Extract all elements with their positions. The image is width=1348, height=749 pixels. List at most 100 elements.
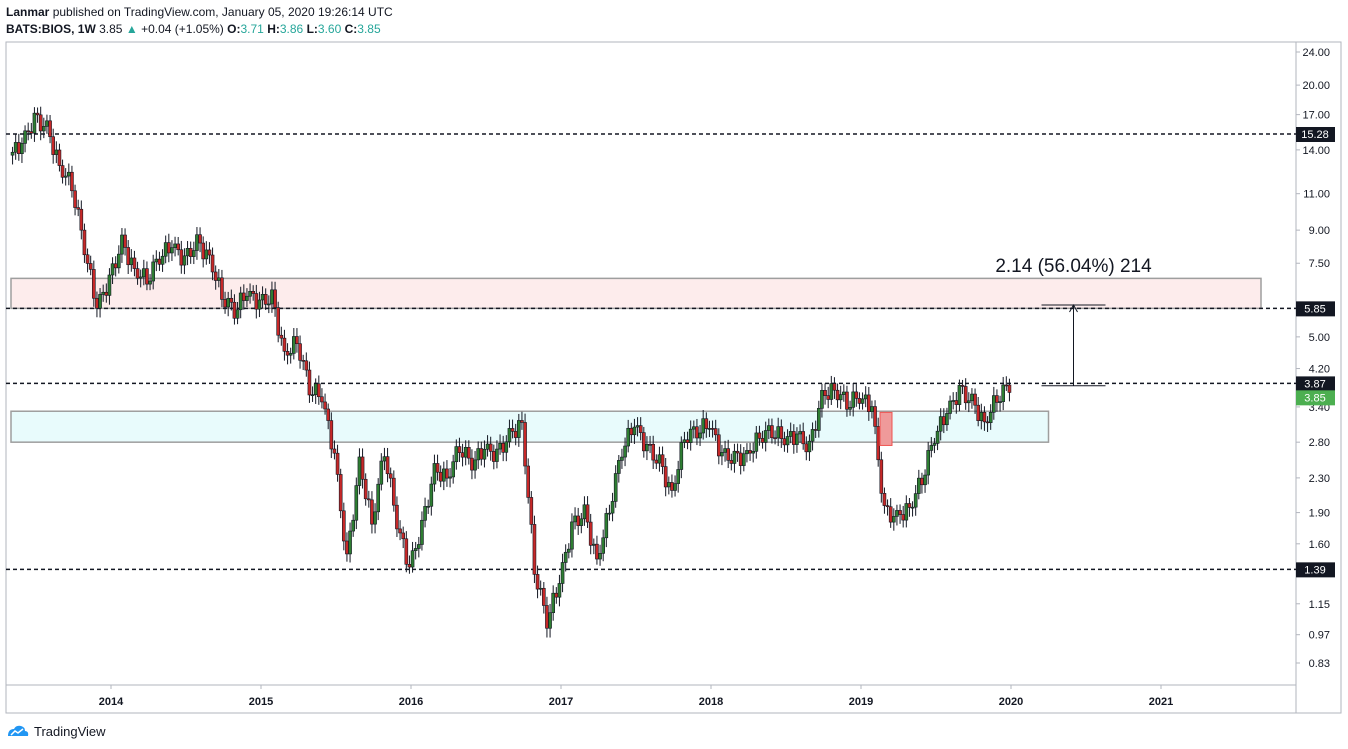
candle-body — [473, 459, 477, 471]
candle-body — [663, 466, 668, 488]
candle-body — [920, 477, 924, 486]
candle-body — [988, 412, 993, 423]
candle-body — [751, 451, 755, 454]
candle-body — [770, 425, 774, 439]
time-axis[interactable]: 2014 2015 2016 2017 2018 2019 2020 2021 — [99, 685, 1173, 708]
candle-body — [967, 400, 971, 404]
candle-body — [688, 428, 693, 443]
candle-body — [973, 393, 977, 406]
candle-body — [495, 448, 499, 462]
candle-body — [860, 398, 865, 404]
candle-body — [788, 431, 793, 437]
candle-body — [548, 612, 552, 629]
y-tick-label: 14.00 — [1302, 145, 1330, 157]
candle-body — [82, 229, 87, 256]
candle-body — [998, 401, 1002, 403]
candle-body — [720, 452, 724, 457]
candle-body — [401, 532, 405, 540]
y-tick-label: 5.00 — [1309, 332, 1330, 344]
candle-body — [932, 443, 937, 446]
candle-body — [295, 336, 299, 345]
candle-body — [348, 530, 352, 555]
candle-body — [870, 406, 874, 412]
y-tick-label: 1.15 — [1309, 599, 1330, 611]
candle-body — [485, 443, 490, 450]
candle-body — [304, 360, 309, 371]
candle-body — [582, 504, 587, 520]
candle-body — [679, 442, 684, 470]
candle-body — [454, 446, 459, 463]
candle-body — [88, 263, 93, 270]
chart-header: Lanmar published on TradingView.com, Jan… — [6, 4, 393, 38]
ohlc-line: BATS:BIOS, 1W 3.85 ▲ +0.04 (+1.05%) O:3.… — [6, 21, 393, 38]
candle-body — [626, 427, 630, 447]
candle-body — [848, 407, 852, 410]
candle-body — [551, 592, 555, 614]
candle-body — [638, 425, 643, 433]
levels-layer — [6, 133, 1296, 571]
candle-body — [232, 301, 237, 319]
candle-body — [223, 299, 227, 308]
candle-body — [588, 521, 593, 546]
candle-body — [607, 512, 612, 515]
publish-info: published on TradingView.com, January 05… — [52, 5, 393, 19]
candle-body — [326, 408, 330, 421]
candle-body — [429, 483, 434, 507]
candle-body — [188, 248, 193, 257]
candle-body — [317, 383, 321, 398]
candle-body — [526, 465, 530, 498]
chart-frame — [5, 41, 1342, 714]
candle-body — [585, 504, 590, 523]
candle-body — [813, 429, 818, 431]
candle-body — [354, 485, 359, 521]
candle-body — [123, 234, 127, 248]
open-label: O: — [227, 22, 241, 36]
author-name[interactable]: Lanmar — [6, 5, 50, 19]
candle-body — [807, 440, 812, 453]
candle-body — [479, 448, 484, 460]
candle-body — [935, 430, 940, 444]
level-badge-15.28 — [1296, 126, 1335, 142]
candle-body — [851, 391, 855, 408]
footer-brand[interactable]: TradingView — [34, 723, 106, 739]
candle-body — [970, 393, 974, 402]
candle-body — [235, 309, 240, 319]
candle-body — [879, 459, 884, 494]
candle-body — [779, 426, 784, 439]
candle-body — [73, 190, 77, 208]
candle-body — [173, 243, 177, 248]
candle-body — [610, 501, 615, 514]
x-tick-label: 2015 — [249, 696, 273, 708]
candle-body — [279, 334, 284, 339]
candle-body — [482, 448, 487, 460]
y-tick-label: 0.83 — [1309, 658, 1330, 670]
candle-body — [535, 574, 540, 590]
candle-body — [888, 506, 893, 523]
y-tick-label: 24.00 — [1302, 47, 1330, 59]
candle-body — [976, 404, 980, 421]
candle-body — [817, 407, 821, 431]
candle-body — [810, 429, 815, 442]
highlight-candle — [879, 411, 893, 446]
candle-body — [885, 505, 890, 508]
candle-body — [60, 165, 65, 178]
price-badges: 15.28 5.85 3.87 1.39 3.85 — [1296, 126, 1335, 578]
candle-body — [507, 428, 512, 443]
candle-body — [620, 456, 624, 461]
candle-body — [792, 431, 796, 445]
y-tick-label: 17.00 — [1302, 110, 1330, 122]
candle-body — [470, 457, 474, 471]
candle-body — [382, 456, 387, 462]
candle-body — [198, 234, 202, 244]
up-arrow-icon: ▲ — [125, 22, 138, 36]
candle-body — [170, 247, 174, 254]
candle-body — [420, 519, 424, 545]
candle-body — [42, 126, 46, 132]
candle-body — [904, 503, 909, 521]
candle-body — [695, 426, 699, 439]
candle-body — [376, 483, 380, 513]
candle-body — [85, 254, 90, 264]
candle-body — [129, 257, 134, 266]
candle-body — [785, 436, 790, 446]
